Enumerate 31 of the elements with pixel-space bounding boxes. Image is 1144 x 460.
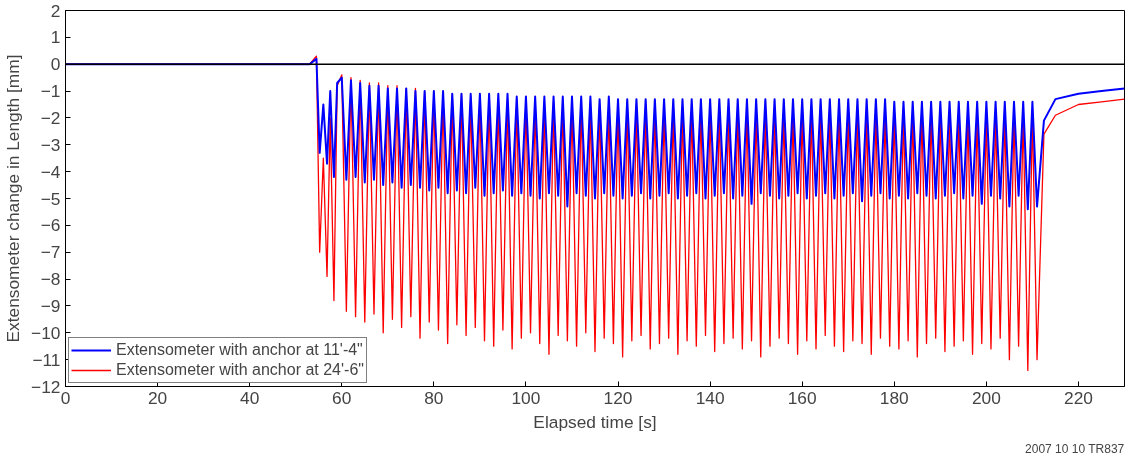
y-tick-label: −9: [40, 295, 61, 316]
x-tick-label: 20: [147, 387, 168, 408]
x-tick-label: 140: [695, 387, 725, 408]
x-axis-title: Elapsed time [s]: [533, 411, 657, 432]
x-tick-label: 60: [332, 387, 352, 408]
y-tick-label: −5: [40, 188, 61, 209]
x-tick-label: 200: [971, 387, 1001, 408]
x-tick-label: 220: [1064, 387, 1093, 408]
y-tick-label: −11: [32, 349, 61, 370]
x-tick-label: 100: [511, 387, 541, 408]
legend-label: Extensometer with anchor at 11'-4": [116, 341, 363, 359]
y-tick-label: 0: [50, 54, 61, 75]
x-tick-label: 40: [240, 387, 260, 408]
y-tick-label: 1: [50, 27, 61, 48]
x-tick-label: 80: [424, 387, 444, 408]
y-axis-title: Extensometer change in Length [mm]: [3, 54, 24, 343]
y-tick-label: 2: [50, 0, 61, 21]
y-tick-label: −4: [40, 161, 61, 182]
x-tick-label: 180: [879, 387, 909, 408]
y-tick-label: −10: [31, 322, 61, 343]
y-tick-label: −12: [31, 376, 61, 397]
legend-label: Extensometer with anchor at 24'-6": [116, 361, 364, 379]
y-tick-label: −8: [40, 269, 61, 290]
x-tick-label: 160: [787, 387, 817, 408]
x-tick-label: 120: [603, 387, 633, 408]
y-tick-label: −3: [40, 134, 61, 155]
text: 2007 10 10 TR837: [1025, 441, 1125, 456]
y-tick-label: −2: [40, 107, 61, 128]
y-tick-label: −6: [40, 215, 61, 236]
y-tick-label: −7: [40, 242, 61, 263]
y-tick-label: −1: [40, 81, 61, 102]
